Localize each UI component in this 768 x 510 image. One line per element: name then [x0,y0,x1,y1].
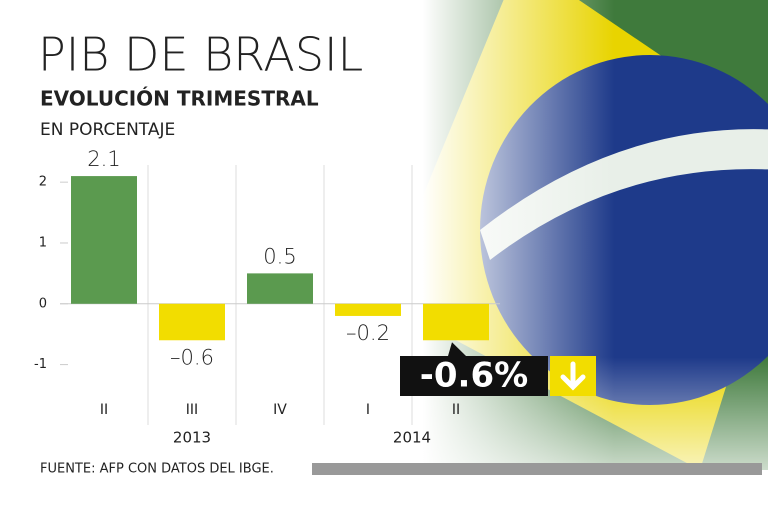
value-label: 2.1 [87,147,120,171]
chart-subtitle: EVOLUCIÓN TRIMESTRAL [40,87,319,111]
unit-label: EN PORCENTAJE [40,120,175,140]
source: FUENTE: AFP CON DATOS DEL IBGE. [40,462,274,477]
bar [159,303,225,341]
source-bar [312,463,762,475]
y-tick-label: 0 [39,296,47,311]
callout-box [400,356,548,396]
value-label: 0.5 [263,244,296,268]
down-arrow-icon [560,361,586,391]
value-label: –0.6 [170,345,214,369]
y-tick-label: 1 [39,235,47,250]
bar [423,303,489,341]
callout-pointer [448,342,466,356]
x-group-label: 2013 [173,429,211,447]
x-group-label: 2014 [393,429,431,447]
x-tick-label: II [100,402,108,418]
y-tick-label: 2 [39,175,47,190]
x-tick-label: II [452,402,460,418]
value-label: –0.2 [346,321,390,345]
bar [247,273,313,304]
x-tick-label: III [186,402,198,418]
chart-title: PIB DE BRASIL [38,28,363,82]
x-tick-label: IV [273,402,287,418]
y-tick-label: -1 [34,357,47,372]
x-tick-label: I [366,402,370,418]
bar [71,176,137,304]
bar [335,303,401,316]
callout-text: -0.6% [420,356,528,396]
